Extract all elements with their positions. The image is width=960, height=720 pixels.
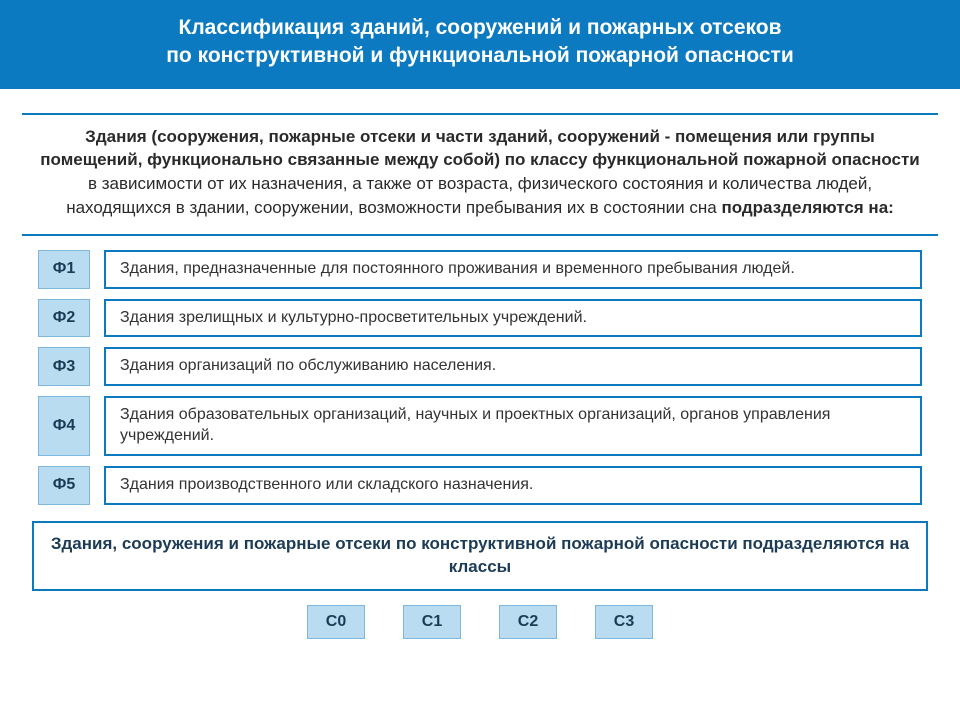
header-line1: Классификация зданий, сооружений и пожар… [20,14,940,42]
f-badge: Ф3 [38,347,90,386]
footer-text: Здания, сооружения и пожарные отсеки по … [51,534,909,576]
f-badge: Ф1 [38,250,90,289]
f-item-row: Ф1 Здания, предназначенные для постоянно… [38,250,922,289]
footer-box: Здания, сооружения и пожарные отсеки по … [32,521,928,591]
f-item-row: Ф5 Здания производственного или складско… [38,466,922,505]
c-items-row: С0 С1 С2 С3 [0,605,960,639]
f-desc: Здания производственного или складского … [104,466,922,505]
f-item-row: Ф4 Здания образовательных организаций, н… [38,396,922,456]
f-desc: Здания, предназначенные для постоянного … [104,250,922,289]
f-desc: Здания зрелищных и культурно-просветител… [104,299,922,338]
header-line2: по конструктивной и функциональной пожар… [20,42,940,70]
f-desc: Здания образовательных организаций, науч… [104,396,922,456]
header-banner: Классификация зданий, сооружений и пожар… [0,0,960,89]
intro-box: Здания (сооружения, пожарные отсеки и ча… [22,113,938,236]
f-desc: Здания организаций по обслуживанию насел… [104,347,922,386]
c-badge: С0 [307,605,365,639]
f-item-row: Ф2 Здания зрелищных и культурно-просвети… [38,299,922,338]
c-badge: С2 [499,605,557,639]
c-badge: С3 [595,605,653,639]
f-badge: Ф4 [38,396,90,456]
f-badge: Ф5 [38,466,90,505]
intro-bold-lead: Здания (сооружения, пожарные отсеки и ча… [40,127,919,170]
f-badge: Ф2 [38,299,90,338]
intro-bold-tail: подразделяются на: [721,198,893,217]
f-items-list: Ф1 Здания, предназначенные для постоянно… [38,250,922,505]
f-item-row: Ф3 Здания организаций по обслуживанию на… [38,347,922,386]
c-badge: С1 [403,605,461,639]
